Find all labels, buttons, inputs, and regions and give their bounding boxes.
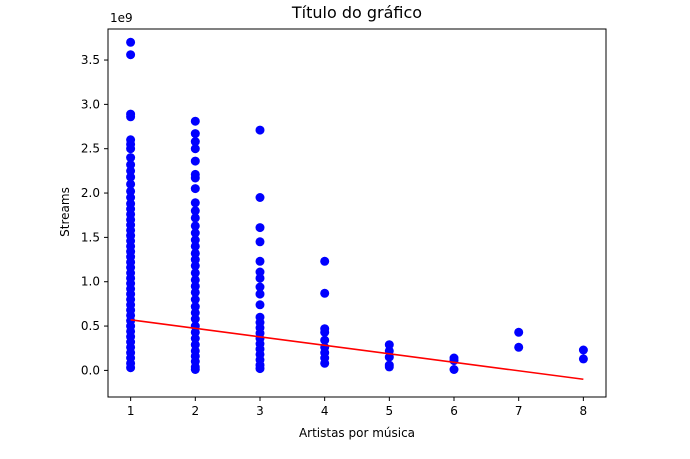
axes: 1 2 3 4 5 6 7 8 0.0 0.5 1.0 1.5 2.0 2.5 3.0 3.5	[81, 28, 607, 418]
data-point	[449, 365, 459, 374]
data-point	[190, 302, 200, 312]
data-point	[449, 356, 459, 366]
data-point	[190, 137, 200, 147]
data-point	[190, 129, 200, 139]
data-point	[126, 160, 136, 170]
data-point	[190, 287, 200, 297]
data-point	[190, 156, 200, 166]
y-tick-label: 1.5	[81, 230, 100, 244]
data-point	[514, 327, 524, 337]
x-tick-label: 3	[256, 404, 264, 418]
y-tick-label: 1.0	[81, 275, 100, 289]
data-point	[190, 261, 200, 271]
data-point	[126, 112, 136, 122]
x-axis-label: Artistas por música	[299, 426, 415, 440]
data-point	[255, 364, 265, 374]
data-point	[255, 282, 265, 292]
data-point	[190, 327, 200, 337]
data-point	[126, 37, 136, 47]
y-tick-label: 0.5	[81, 319, 100, 333]
trend-line	[130, 319, 584, 381]
data-point	[190, 173, 200, 183]
data-point	[255, 273, 265, 283]
x-tick-label: 5	[386, 404, 394, 418]
data-point	[384, 340, 394, 350]
data-point	[126, 172, 136, 182]
data-point	[320, 327, 330, 337]
data-point	[190, 340, 200, 350]
x-tick-label: 7	[515, 404, 523, 418]
data-point	[190, 184, 200, 194]
x-tick-label: 1	[127, 404, 135, 418]
data-point	[190, 241, 200, 251]
x-tick-label: 6	[450, 404, 458, 418]
data-point	[190, 275, 200, 285]
y-axis-label: Streams	[58, 187, 72, 237]
data-point	[255, 289, 265, 299]
data-point	[255, 267, 265, 277]
data-point	[514, 342, 524, 352]
data-point	[190, 295, 200, 304]
data-point	[320, 256, 330, 266]
y-axis-offset-label: 1e9	[110, 11, 133, 25]
data-point	[190, 365, 200, 374]
data-point	[190, 235, 200, 245]
data-point	[190, 213, 200, 223]
data-point	[255, 256, 265, 266]
plot-area	[126, 37, 588, 381]
data-point	[320, 335, 330, 345]
data-point	[255, 237, 265, 247]
data-point	[126, 50, 136, 60]
y-tick-label: 2.5	[81, 142, 100, 156]
data-point	[190, 144, 200, 154]
data-point	[126, 179, 136, 189]
data-point	[190, 268, 200, 278]
data-point	[126, 193, 136, 202]
data-point	[190, 334, 200, 343]
data-point	[384, 362, 394, 372]
data-point	[255, 300, 265, 310]
y-tick-label: 3.5	[81, 53, 100, 67]
data-point	[190, 255, 200, 265]
x-tick-label: 4	[321, 404, 329, 418]
data-point	[320, 358, 330, 368]
data-point	[255, 223, 265, 233]
data-point	[578, 345, 588, 355]
y-tick-label: 2.0	[81, 186, 100, 200]
data-point	[126, 363, 136, 373]
chart-title: Título do gráfico	[291, 3, 422, 22]
data-point	[126, 186, 136, 196]
axes-frame	[107, 28, 607, 398]
data-point	[255, 193, 265, 202]
data-point	[190, 206, 200, 216]
y-tick-label: 0.0	[81, 363, 100, 377]
data-point	[190, 228, 200, 238]
data-point	[578, 354, 588, 364]
data-point	[190, 198, 200, 208]
x-tick-label: 2	[191, 404, 199, 418]
data-point	[190, 248, 200, 258]
data-point	[126, 153, 136, 163]
data-point	[190, 281, 200, 291]
data-point	[126, 144, 136, 154]
data-point	[255, 125, 265, 135]
data-point	[190, 116, 200, 126]
data-point	[190, 221, 200, 231]
data-point	[320, 288, 330, 298]
data-point	[190, 308, 200, 318]
data-point	[190, 314, 200, 324]
data-point	[126, 166, 136, 176]
y-tick-label: 3.0	[81, 97, 100, 111]
x-tick-label: 8	[580, 404, 588, 418]
